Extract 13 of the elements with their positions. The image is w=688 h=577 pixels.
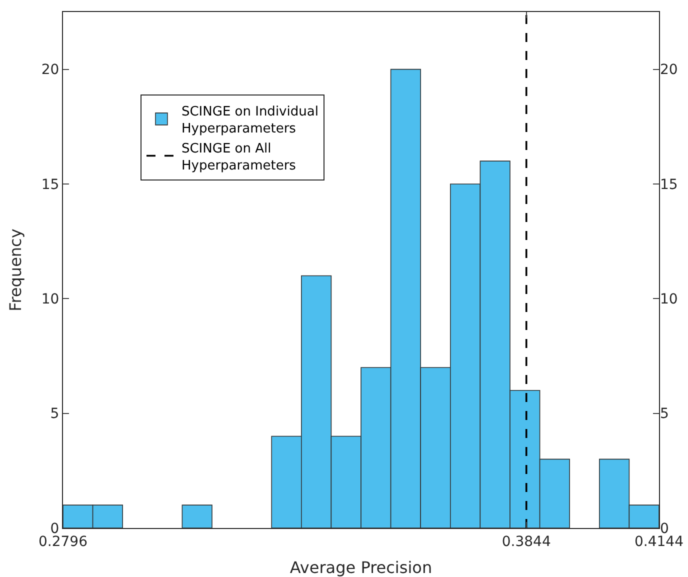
y2-tick-label: 15	[660, 176, 678, 193]
y-tick-label: 5	[50, 406, 60, 422]
y2-tick-label: 5	[660, 406, 669, 422]
ref-line-label: SCINGE on All Hyperparameters	[181, 141, 296, 174]
y-tick-label: 15	[41, 176, 60, 193]
y2-tick-label: 20	[660, 62, 678, 78]
y-tick-label: 10	[41, 292, 60, 308]
x-axis-title: Average Precision	[290, 558, 432, 577]
x-tick-label: 0.3844	[502, 534, 551, 550]
y-axis-title: Frequency	[6, 228, 25, 312]
legend-label: SCINGE on Individual Hyperparameters	[181, 104, 318, 136]
y2-tick-label: 10	[660, 292, 678, 308]
y-tick-label: 20	[41, 62, 60, 78]
